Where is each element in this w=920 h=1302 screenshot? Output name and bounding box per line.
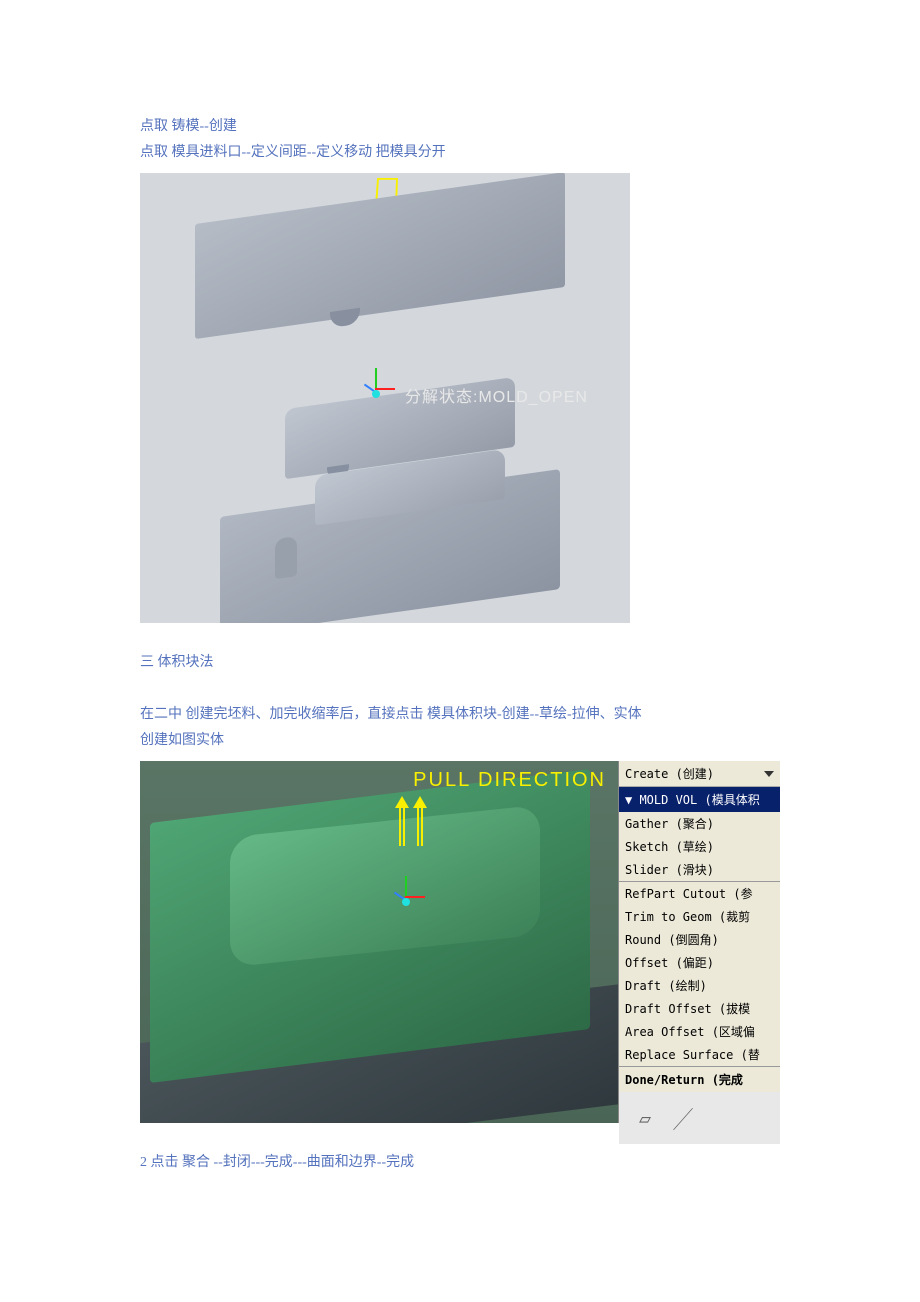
menu-item-offset[interactable]: Offset (偏距) — [619, 951, 780, 974]
menu-item-trim-to-geom[interactable]: Trim to Geom (裁剪 — [619, 905, 780, 928]
intro-line-2: 点取 模具进料口--定义间距--定义移动 把模具分开 — [140, 141, 780, 165]
menu-selected-item[interactable]: ▼ MOLD VOL (模具体积 — [619, 787, 780, 812]
pull-direction-label: PULL DIRECTION — [413, 769, 606, 792]
line-tool-icon[interactable]: ／ — [669, 1102, 694, 1134]
menu-item-draft[interactable]: Draft (绘制) — [619, 974, 780, 997]
menu-title-text: Create (创建) — [625, 765, 714, 782]
dropdown-arrow-icon — [764, 771, 774, 777]
section-3-body-2: 创建如图实体 — [140, 729, 780, 753]
mold-bottom-block — [220, 469, 560, 623]
menu-item-slider[interactable]: Slider (滑块) — [619, 858, 780, 881]
menu-item-gather[interactable]: Gather (聚合) — [619, 812, 780, 835]
mold-open-overlay-text: 分解状态:MOLD_OPEN — [405, 383, 588, 407]
mold-volume-menu: Create (创建) ▼ MOLD VOL (模具体积 Gather (聚合)… — [618, 761, 780, 1123]
menu-item-round[interactable]: Round (倒圆角) — [619, 928, 780, 951]
mold-top-block — [195, 173, 565, 339]
coordinate-system-2 — [385, 876, 425, 916]
figure-volume-block: PULL DIRECTION Create (创建) ▼ MOLD VOL (模… — [140, 761, 780, 1123]
menu-title-row[interactable]: Create (创建) — [619, 761, 780, 787]
viewport-3d: PULL DIRECTION — [140, 761, 618, 1123]
menu-toolbar: ▱ ／ — [619, 1092, 780, 1144]
menu-item-refpart-cutout[interactable]: RefPart Cutout (参 — [619, 882, 780, 905]
intro-line-1: 点取 铸模--创建 — [140, 115, 780, 139]
menu-item-area-offset[interactable]: Area Offset (区域偏 — [619, 1020, 780, 1043]
parallelogram-icon[interactable]: ▱ — [639, 1106, 651, 1130]
section-3-body-1: 在二中 创建完坯料、加完收缩率后，直接点击 模具体积块-创建--草绘-拉伸、实体 — [140, 703, 780, 727]
coordinate-system — [355, 368, 395, 408]
figure-mold-open: 分解状态:MOLD_OPEN — [140, 173, 630, 623]
menu-done-return[interactable]: Done/Return (完成 — [619, 1066, 780, 1092]
section-3-title: 三 体积块法 — [140, 651, 780, 675]
menu-item-replace-surface[interactable]: Replace Surface (替 — [619, 1043, 780, 1066]
pin-cylinder — [275, 536, 297, 579]
menu-item-sketch[interactable]: Sketch (草绘) — [619, 835, 780, 858]
menu-item-draft-offset[interactable]: Draft Offset (拔模 — [619, 997, 780, 1020]
step-2-text: 2 点击 聚合 --封闭---完成---曲面和边界--完成 — [140, 1151, 780, 1175]
